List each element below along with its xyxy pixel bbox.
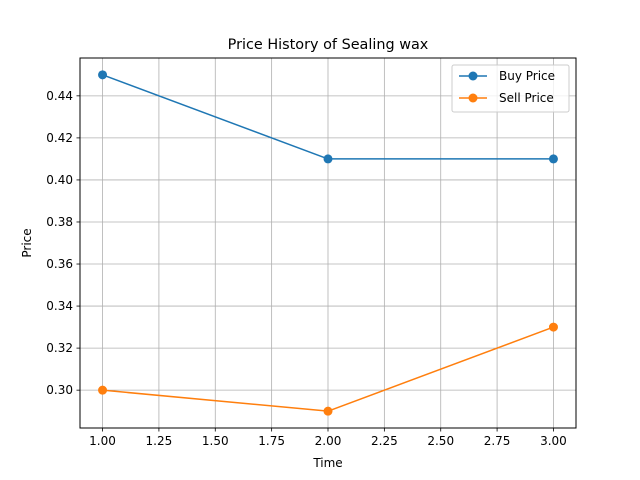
x-tick-label: 2.75: [484, 434, 511, 448]
legend-sell-label: Sell Price: [499, 91, 554, 105]
y-tick-label: 0.30: [46, 383, 73, 397]
y-tick-label: 0.34: [46, 299, 73, 313]
legend: Buy Price Sell Price: [451, 64, 570, 113]
y-tick-label: 0.40: [46, 173, 73, 187]
y-tick-label: 0.38: [46, 215, 73, 229]
sell-price-point: [548, 322, 558, 332]
x-tick-label: 1.25: [146, 434, 173, 448]
y-tick-label: 0.42: [46, 131, 73, 145]
x-tick-label: 1.75: [258, 434, 285, 448]
legend-buy-marker: [468, 71, 478, 81]
x-tick-label: 1.50: [202, 434, 229, 448]
y-axis-title: Price: [20, 228, 34, 257]
y-tick-label: 0.44: [46, 89, 73, 103]
sell-price-point: [323, 406, 333, 416]
sell-price-point: [98, 385, 108, 395]
x-tick-label: 1.00: [89, 434, 116, 448]
legend-sell-marker: [468, 93, 478, 103]
y-axis-ticks: 0.30 0.32 0.34 0.36 0.38 0.40 0.42 0.44: [46, 89, 80, 397]
chart-title: Price History of Sealing wax: [228, 37, 429, 53]
buy-price-point: [323, 154, 333, 164]
y-tick-label: 0.36: [46, 257, 73, 271]
x-axis-title: Time: [312, 456, 342, 470]
series-layer: [98, 70, 558, 416]
x-tick-label: 2.25: [371, 434, 398, 448]
x-tick-label: 3.00: [540, 434, 567, 448]
x-tick-label: 2.00: [315, 434, 342, 448]
x-tick-label: 2.50: [427, 434, 454, 448]
buy-price-point: [98, 70, 108, 80]
x-axis-ticks: 1.00 1.25 1.50 1.75 2.00 2.25 2.50 2.75 3.00: [89, 428, 567, 448]
legend-buy-label: Buy Price: [499, 69, 555, 83]
buy-price-point: [548, 154, 558, 164]
y-tick-label: 0.32: [46, 341, 73, 355]
